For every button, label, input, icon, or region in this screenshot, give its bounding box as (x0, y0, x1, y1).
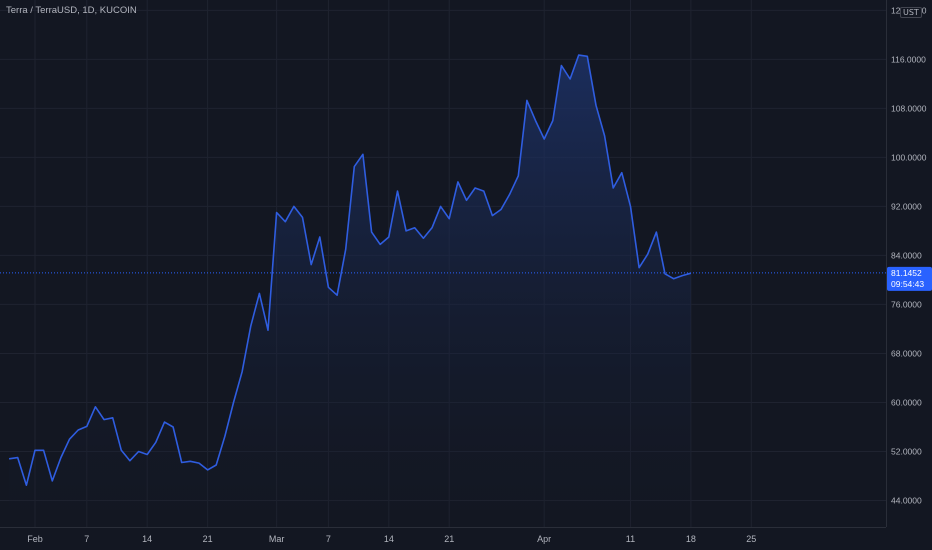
time-tick-label: 7 (84, 534, 89, 544)
price-tick-label: 76.0000 (891, 299, 922, 309)
price-tick-label: 108.0000 (891, 103, 927, 113)
last-price-value: 81.1452 (891, 268, 922, 278)
countdown-timer: 09:54:43 (891, 279, 924, 289)
time-tick-label: Feb (27, 534, 43, 544)
symbol-legend[interactable]: Terra / TerraUSD, 1D, KUCOIN (6, 5, 137, 16)
price-tick-label: 68.0000 (891, 348, 922, 358)
time-tick-label: 21 (444, 534, 454, 544)
price-tick-label: 116.0000 (891, 54, 926, 64)
time-tick-label: Apr (537, 534, 551, 544)
currency-badge[interactable]: UST (900, 7, 922, 18)
time-tick-label: 14 (384, 534, 394, 544)
time-axis[interactable]: Feb 7 14 21 Mar 7 14 21 Apr 11 18 25 (27, 534, 756, 544)
price-tick-label: 52.0000 (891, 446, 922, 456)
time-tick-label: 11 (626, 534, 635, 544)
time-tick-label: 21 (203, 534, 213, 544)
price-area-fill (9, 55, 691, 527)
price-axis[interactable]: 44.0000 52.0000 60.0000 68.0000 76.0000 84.00… (891, 5, 927, 505)
price-series-line (8, 54, 692, 486)
time-tick-label: 14 (142, 534, 152, 544)
time-tick-label: 18 (686, 534, 696, 544)
price-tick-label: 60.0000 (891, 397, 922, 407)
price-tick-label: 44.0000 (891, 496, 922, 506)
price-tick-label: 100.0000 (891, 152, 927, 162)
price-tick-label: 92.0000 (891, 201, 922, 211)
time-tick-label: 25 (746, 534, 756, 544)
time-tick-label: 7 (326, 534, 331, 544)
last-price-label: 81.1452 09:54:43 (887, 266, 932, 291)
price-tick-label: 84.0000 (891, 250, 922, 260)
time-tick-label: Mar (269, 534, 285, 544)
